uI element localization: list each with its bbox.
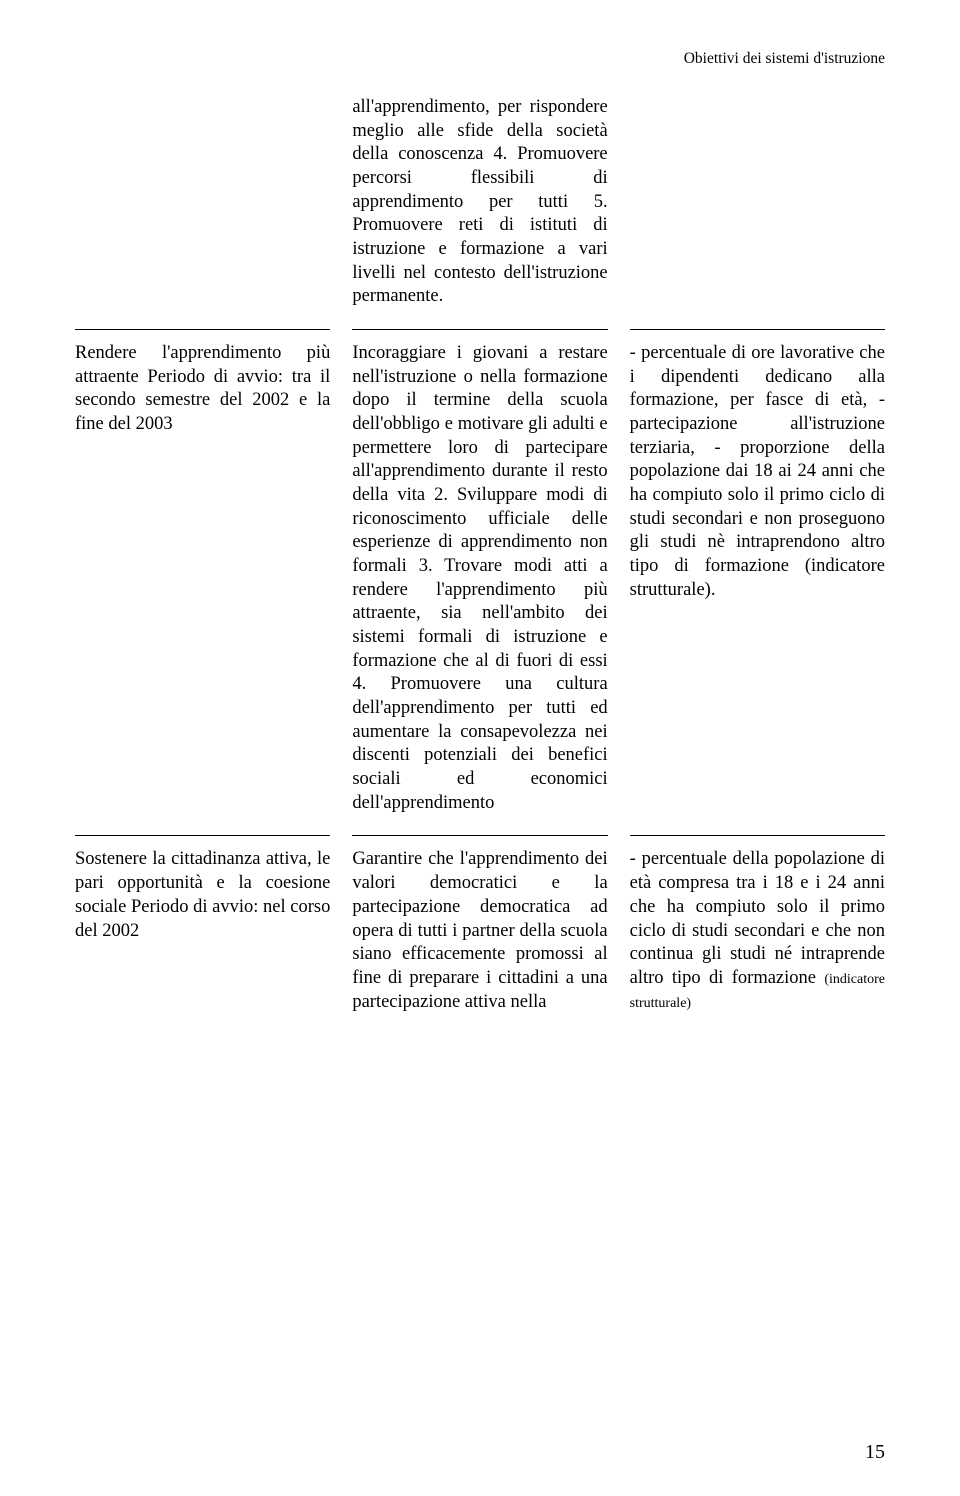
row2-col1: Rendere l'apprendimento più attraente Pe… xyxy=(75,330,330,835)
row1-col2: all'apprendimento, per rispondere meglio… xyxy=(352,96,607,329)
row2-col3: - percentuale di ore lavorative che i di… xyxy=(630,330,885,835)
row3-col1: Sostenere la cittadinanza attiva, le par… xyxy=(75,836,330,1014)
row2-col2: Incoraggiare i giovani a restare nell'is… xyxy=(352,330,607,835)
row3-col3: - percentuale della popolazione di età c… xyxy=(630,836,885,1014)
row1-col1 xyxy=(75,96,330,329)
row3-col3-text: - percentuale della popolazione di età c… xyxy=(630,849,885,987)
content-table: all'apprendimento, per rispondere meglio… xyxy=(75,96,885,1014)
running-header: Obiettivi dei sistemi d'istruzione xyxy=(75,50,885,68)
page-number: 15 xyxy=(865,1441,885,1464)
row1-col3 xyxy=(630,96,885,329)
row3-col2: Garantire che l'apprendimento dei valori… xyxy=(352,836,607,1014)
